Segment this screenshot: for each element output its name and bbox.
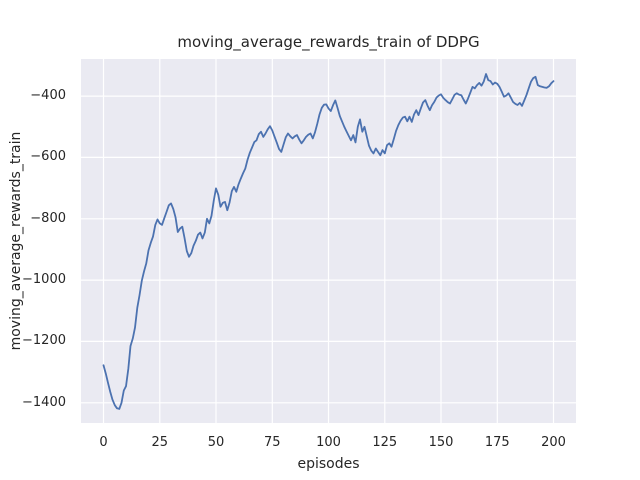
y-tick-label: −1200 bbox=[22, 333, 66, 349]
x-tick-label: 50 bbox=[207, 435, 225, 450]
x-tick-label: 175 bbox=[484, 435, 510, 450]
x-tick-label: 75 bbox=[263, 435, 281, 450]
x-tick-label: 125 bbox=[372, 435, 398, 450]
y-tick-label: −600 bbox=[30, 149, 66, 165]
x-tick-label: 0 bbox=[99, 435, 108, 450]
x-tick-label: 200 bbox=[541, 435, 566, 450]
x-tick-label: 100 bbox=[316, 435, 341, 450]
x-tick-label: 25 bbox=[151, 435, 169, 450]
y-tick-label: −800 bbox=[30, 210, 66, 226]
chart-title: moving_average_rewards_train of DDPG bbox=[177, 33, 480, 51]
x-tick-label: 150 bbox=[428, 435, 454, 450]
x-axis-label: episodes bbox=[297, 456, 360, 472]
y-tick-label: −1400 bbox=[22, 394, 66, 410]
data-line bbox=[102, 73, 555, 410]
y-tick-label: −400 bbox=[30, 88, 66, 104]
y-tick-label: −1000 bbox=[22, 272, 66, 288]
